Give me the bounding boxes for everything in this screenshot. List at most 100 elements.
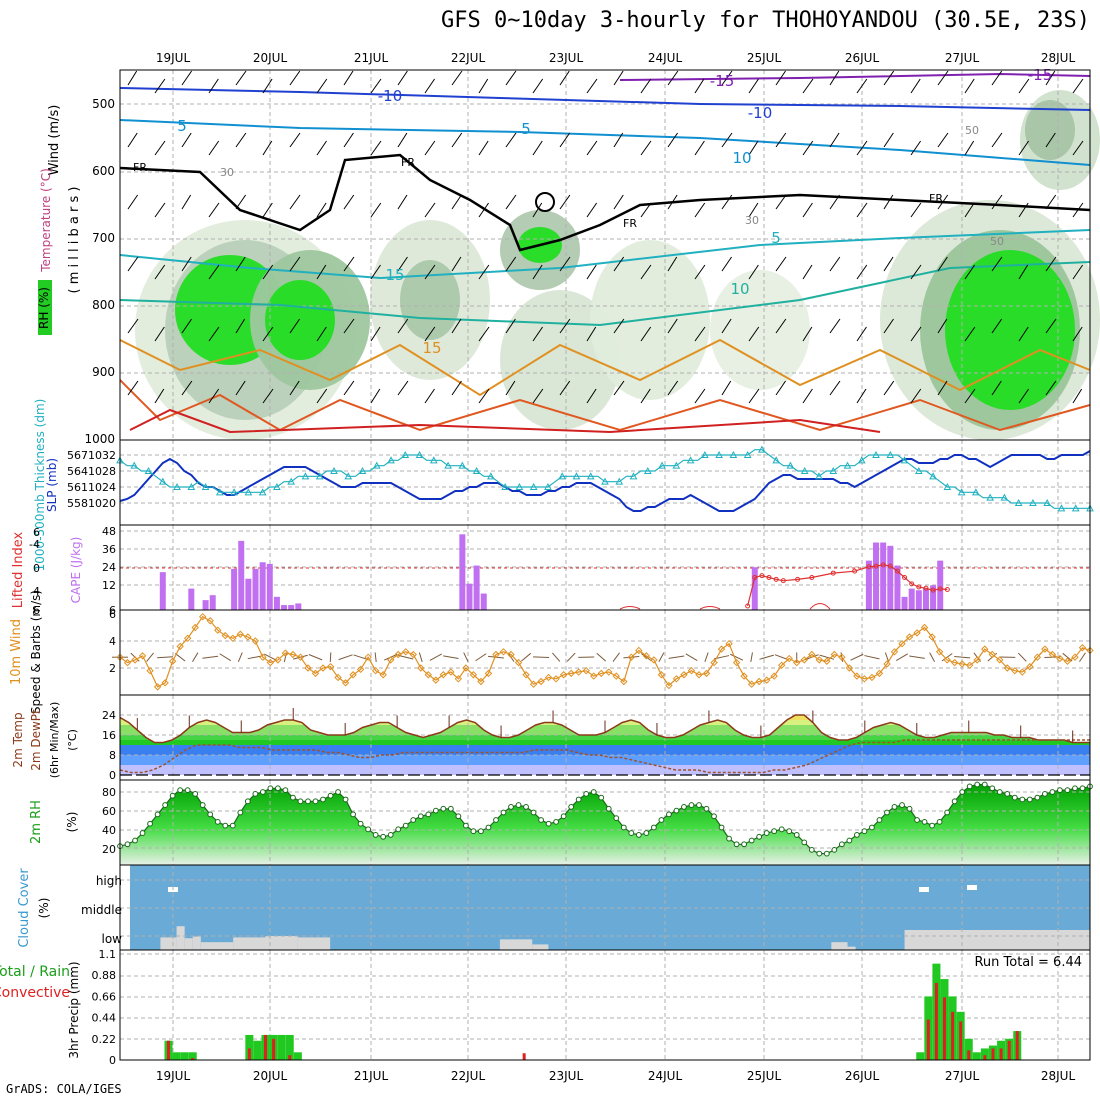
- li-tick: 6: [33, 526, 40, 539]
- wind-barb: [208, 78, 219, 94]
- rh-marker: [1072, 785, 1078, 792]
- rh-marker: [320, 796, 326, 803]
- wind-barb: [559, 132, 571, 148]
- wind10-barb: [730, 653, 744, 661]
- thickness-marker: [972, 488, 980, 496]
- wind10-marker: [642, 652, 651, 660]
- contour-label: -15: [1028, 66, 1053, 84]
- wind-barb: [748, 326, 760, 342]
- date-label-bottom: 25JUL: [747, 1069, 782, 1083]
- wind-barb: [505, 194, 517, 210]
- wind-barb: [802, 388, 813, 404]
- thickness-marker: [572, 472, 581, 480]
- wind10-marker: [281, 649, 290, 657]
- rh-marker: [756, 833, 763, 840]
- wind-barb: [235, 194, 247, 210]
- rh-marker: [929, 822, 935, 829]
- thickness-marker: [544, 482, 552, 490]
- low-cloud-clear: [192, 936, 201, 950]
- wind-barb: [208, 326, 220, 342]
- wind10-marker: [770, 672, 778, 680]
- date-label-bottom: 24JUL: [648, 1069, 683, 1083]
- temp-band: [120, 700, 1090, 715]
- date-label-bottom: 23JUL: [549, 1069, 584, 1083]
- wind10-marker: [928, 633, 936, 641]
- rh-marker: [455, 813, 462, 820]
- date-label-top: 23JUL: [549, 51, 584, 65]
- rh-marker: [666, 811, 672, 818]
- wind-barb: [640, 202, 652, 218]
- thickness-marker: [1071, 504, 1080, 512]
- wind-barb: [235, 318, 246, 334]
- wind10-barb: [909, 655, 925, 659]
- wind-barb: [640, 140, 652, 156]
- lifted-index-marker: [766, 575, 772, 580]
- wind-barb: [694, 388, 706, 404]
- rh-marker: [1026, 796, 1033, 803]
- thickness-marker: [943, 482, 952, 490]
- rh-marker: [718, 824, 725, 831]
- rh-marker: [936, 818, 943, 825]
- precip-tick: 0.88: [92, 969, 117, 982]
- rh-marker: [335, 789, 341, 795]
- cape-bar: [473, 565, 480, 610]
- wind10-marker: [559, 671, 568, 679]
- rh-marker: [906, 805, 913, 812]
- wind10-marker: [311, 669, 320, 678]
- lifted-index-marker: [866, 564, 872, 570]
- wind-barb: [937, 70, 949, 86]
- rh-marker: [350, 811, 357, 818]
- wind-barb: [397, 194, 408, 210]
- rh-marker: [214, 818, 221, 825]
- wind10-barb: [146, 652, 154, 662]
- dewpoint-line: [119, 739, 1090, 774]
- wind-barb: [559, 70, 570, 86]
- wind-barb: [181, 132, 192, 148]
- rh-marker: [748, 837, 755, 844]
- lifted-index-marker: [880, 562, 886, 568]
- wind10-marker: [349, 671, 357, 679]
- wind10-marker: [319, 664, 327, 672]
- lifted-index-marker: [780, 578, 786, 584]
- wind10-barb: [533, 656, 550, 659]
- rh-marker: [470, 828, 477, 835]
- wind-barb: [1072, 140, 1084, 156]
- thickness-marker: [130, 461, 139, 469]
- wind-barb: [991, 132, 1003, 148]
- dew-axis-label: 2m DewPt: [29, 709, 43, 771]
- cloud-layer-label: middle: [81, 903, 122, 917]
- wind-barb: [532, 140, 543, 156]
- rh-line: [119, 783, 1091, 855]
- pressure-tick: 600: [92, 164, 115, 178]
- wind10-marker: [800, 656, 808, 664]
- contour-label: 5: [177, 117, 187, 135]
- low-cloud-clear: [184, 938, 193, 950]
- wind10-axis-label2: Speed & Barbs (m/s): [29, 590, 43, 714]
- wind10-marker: [341, 679, 350, 687]
- wind-barb: [154, 326, 165, 342]
- wind-barb: [694, 202, 706, 218]
- wind-barb: [532, 264, 543, 280]
- wind10-marker: [191, 623, 199, 632]
- pressure-tick: 1000: [84, 432, 115, 446]
- contour-label: 50: [990, 235, 1004, 248]
- cape-bar: [930, 585, 937, 610]
- wind-barb: [127, 132, 138, 148]
- wind10-marker: [725, 639, 733, 648]
- wind-barb: [964, 264, 976, 280]
- wind-barb: [694, 140, 705, 156]
- wind10-marker: [605, 668, 613, 676]
- wind-barb: [154, 388, 165, 404]
- wind-barb: [505, 70, 517, 86]
- wind10-barb: [237, 652, 243, 663]
- lifted-index-blip: [809, 603, 831, 610]
- lifted-index-marker: [852, 568, 858, 574]
- rh-marker: [259, 789, 266, 795]
- wind-barb: [721, 70, 733, 86]
- precip-tick: 0.22: [92, 1033, 117, 1046]
- wind-barb: [532, 78, 544, 94]
- rh-marker: [290, 794, 296, 801]
- rh-unit-label: (%): [65, 812, 79, 833]
- wind-barb: [235, 132, 247, 148]
- wind10-marker: [1018, 668, 1027, 676]
